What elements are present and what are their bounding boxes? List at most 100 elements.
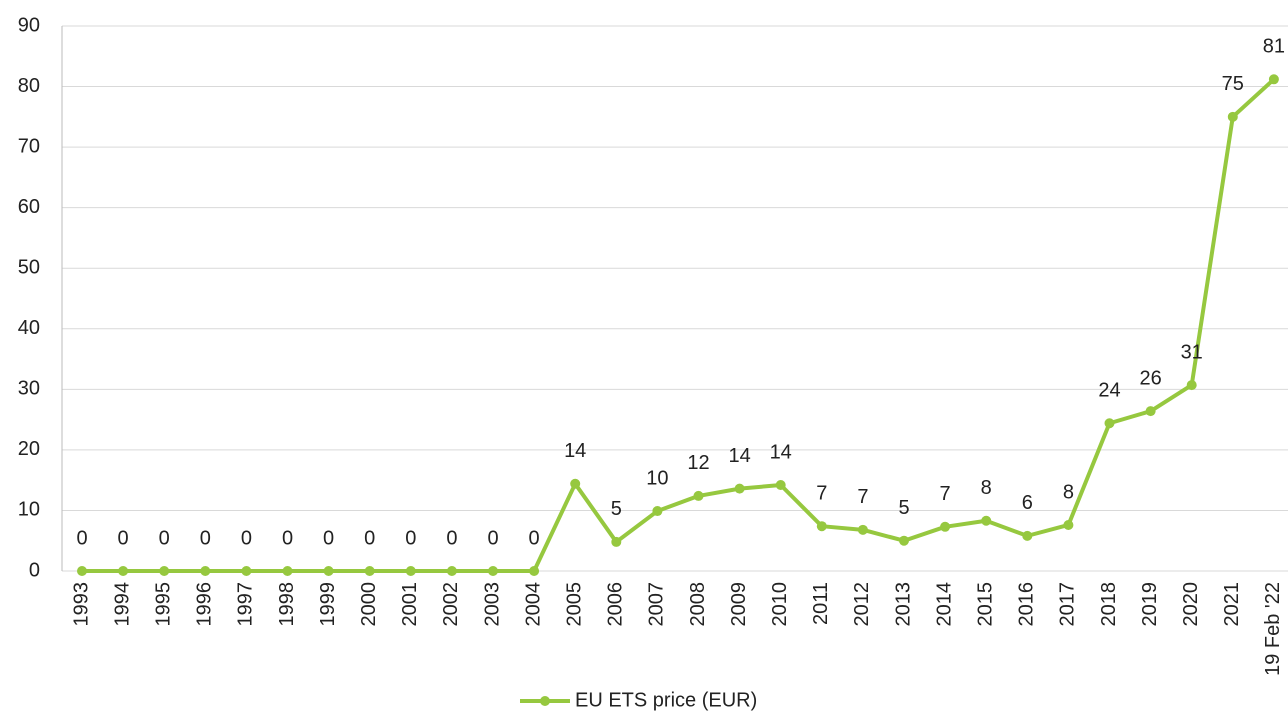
y-tick-label: 90 — [18, 14, 40, 36]
data-label: 12 — [687, 452, 709, 474]
point — [529, 566, 540, 576]
x-tick-label: 2019 — [1139, 582, 1161, 627]
point — [1186, 380, 1197, 391]
point — [857, 524, 868, 535]
data-label: 0 — [529, 527, 540, 549]
x-tick-label: 1993 — [70, 582, 92, 627]
data-label: 14 — [728, 445, 750, 467]
x-tick-label: 1994 — [111, 582, 133, 627]
data-label: 81 — [1263, 36, 1285, 58]
x-tick-label: 2007 — [646, 582, 668, 627]
data-label: 0 — [159, 527, 170, 549]
data-label: 24 — [1098, 380, 1120, 402]
x-tick-label: 2005 — [563, 582, 585, 627]
data-label: 0 — [487, 527, 498, 549]
data-label: 0 — [323, 527, 334, 549]
y-tick-label: 70 — [18, 135, 40, 157]
x-tick-label: 2016 — [1016, 582, 1038, 627]
x-tick-label: 2001 — [399, 582, 421, 627]
legend-marker — [540, 696, 550, 706]
point — [364, 566, 375, 576]
data-label: 14 — [564, 440, 586, 462]
point — [77, 566, 87, 576]
point — [488, 566, 498, 576]
data-label: 5 — [611, 498, 622, 520]
x-tick-label: 2003 — [481, 582, 503, 627]
x-tick-label: 2015 — [974, 582, 996, 627]
point — [159, 566, 170, 576]
x-tick-label: 2013 — [892, 582, 914, 627]
data-label: 0 — [241, 527, 252, 549]
y-tick-label: 10 — [18, 499, 40, 521]
x-tick-label: 19 Feb '22 — [1262, 582, 1284, 676]
x-tick-label: 2014 — [933, 582, 955, 627]
y-tick-label: 40 — [18, 317, 40, 339]
line — [82, 77, 1276, 573]
x-tick-label: 2002 — [440, 582, 462, 627]
x-tick-label: 2020 — [1180, 582, 1202, 627]
x-tick-label: 2009 — [728, 582, 750, 627]
data-label: 0 — [76, 527, 87, 549]
x-tick-label: 2011 — [810, 582, 832, 625]
point — [734, 483, 745, 494]
x-tick-label: 2012 — [851, 582, 873, 627]
y-tick-label: 30 — [18, 378, 40, 400]
point — [940, 521, 951, 532]
data-label: 14 — [770, 441, 792, 463]
point — [899, 535, 909, 546]
x-tick-label: 1997 — [235, 582, 257, 627]
data-label: 0 — [364, 527, 375, 549]
point — [611, 536, 622, 547]
point — [241, 566, 252, 576]
data-label: 31 — [1181, 341, 1203, 363]
data-label: 0 — [282, 527, 293, 549]
y-tick-label: 80 — [18, 75, 40, 97]
x-tick-label: 1995 — [152, 582, 174, 627]
x-tick-label: 2021 — [1221, 582, 1243, 627]
data-label: 0 — [200, 527, 211, 549]
point — [323, 566, 334, 576]
data-label: 26 — [1139, 367, 1161, 389]
point — [816, 521, 827, 532]
data-label: 0 — [446, 527, 457, 549]
x-tick-label: 2008 — [687, 582, 709, 627]
data-label: 0 — [405, 527, 416, 549]
y-tick-label: 50 — [18, 257, 40, 279]
data-label: 6 — [1022, 492, 1033, 514]
point — [775, 480, 786, 491]
point — [200, 566, 211, 576]
y-tick-label: 0 — [29, 559, 40, 581]
legend-label: EU ETS price (EUR) — [575, 689, 757, 711]
x-tick-label: 2017 — [1057, 582, 1079, 627]
data-label: 8 — [1063, 481, 1074, 503]
data-label: 75 — [1222, 73, 1244, 95]
x-tick-label: 2018 — [1098, 582, 1120, 627]
point — [1227, 111, 1238, 122]
point — [1022, 530, 1033, 541]
data-label: 0 — [118, 527, 129, 549]
x-tick-label: 2006 — [605, 582, 627, 627]
x-tick-label: 2004 — [522, 582, 544, 627]
point — [1145, 406, 1156, 417]
x-tick-label: 2010 — [769, 582, 791, 627]
data-label: 7 — [816, 482, 827, 504]
y-tick-label: 20 — [18, 438, 40, 460]
data-label: 7 — [857, 486, 868, 508]
data-label: 5 — [898, 497, 909, 519]
point — [1104, 418, 1115, 429]
point — [570, 478, 581, 489]
x-tick-label: 2000 — [358, 582, 380, 627]
point — [981, 515, 992, 526]
data-label: 8 — [981, 477, 992, 499]
point — [693, 490, 704, 501]
point — [652, 506, 663, 517]
point — [446, 566, 457, 576]
point — [1063, 519, 1074, 530]
x-tick-label: 1996 — [194, 582, 216, 627]
x-tick-label: 1998 — [276, 582, 298, 627]
data-label: 7 — [940, 483, 951, 505]
point — [282, 566, 293, 576]
point — [405, 566, 416, 576]
point — [118, 566, 129, 576]
x-tick-label: 1999 — [317, 582, 339, 627]
